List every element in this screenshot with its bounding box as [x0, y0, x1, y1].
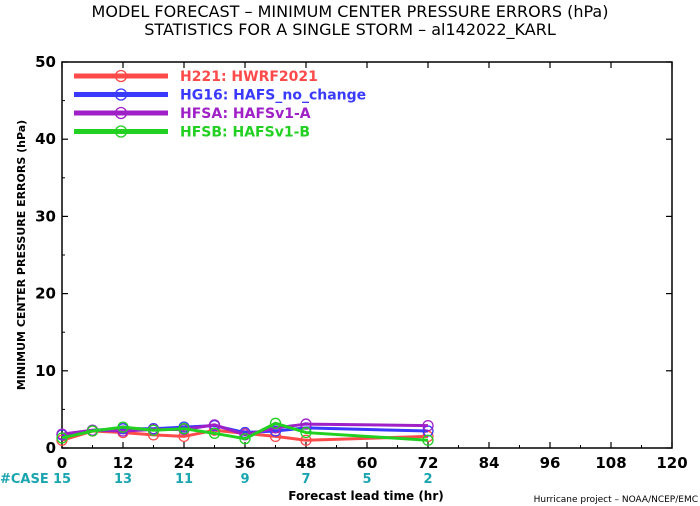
series-line	[61, 421, 429, 442]
y-tick-label: 0	[46, 439, 56, 457]
credit-text: Hurricane project – NOAA/NCEP/EMC	[534, 495, 698, 505]
data-point	[117, 421, 129, 433]
case-count: 7	[301, 472, 310, 487]
data-point	[178, 430, 190, 443]
chart-title-line1: MODEL FORECAST – MINIMUM CENTER PRESSURE…	[92, 2, 609, 21]
data-point	[422, 430, 434, 443]
y-tick-label: 20	[35, 285, 56, 303]
case-count: 15	[53, 472, 71, 487]
legend-label: HFSA: HAFSv1-A	[180, 106, 311, 122]
legend-item: H221: HWRF2021	[74, 69, 318, 85]
legend-label: H221: HWRF2021	[180, 69, 318, 85]
data-point	[422, 419, 434, 432]
legend-marker	[114, 125, 128, 138]
x-axis-label: Forecast lead time (hr)	[288, 489, 444, 503]
case-count: 11	[175, 472, 193, 487]
data-point	[300, 434, 312, 446]
legend-marker	[114, 88, 128, 101]
y-tick-label: 10	[35, 362, 56, 380]
legend-label: HG16: HAFS_no_change	[180, 88, 366, 104]
x-tick-label: 72	[418, 454, 439, 472]
legend-item: HFSA: HAFSv1-A	[74, 106, 311, 122]
plot-frame	[61, 61, 673, 449]
x-tick-label: 36	[235, 454, 256, 472]
x-tick-label: 24	[174, 454, 195, 472]
x-tick-label: 60	[357, 454, 378, 472]
x-tick-label: 96	[540, 454, 561, 472]
case-count: 9	[240, 472, 249, 487]
data-point	[300, 426, 312, 439]
x-tick-label: 48	[296, 454, 317, 472]
case-label: #CASE	[0, 472, 49, 487]
y-tick-label: 40	[35, 130, 56, 148]
y-axis-label: MINIMUM CENTER PRESSURE ERRORS (hPa)	[15, 120, 28, 390]
data-point	[422, 434, 434, 446]
y-tick-label: 30	[35, 207, 56, 225]
data-point	[239, 433, 251, 445]
y-axis: 0 10 20 30 40 50	[35, 53, 672, 457]
case-counts: 15 13 11 9 7 5 2	[53, 472, 433, 487]
data-point	[147, 424, 160, 436]
case-count: 5	[362, 472, 371, 487]
legend-label: HFSB: HAFSv1-B	[180, 125, 310, 141]
series-layer	[56, 417, 434, 446]
x-tick-label: 108	[595, 454, 626, 472]
case-count: 13	[114, 472, 132, 487]
chart-title-line2: STATISTICS FOR A SINGLE STORM – al142022…	[144, 20, 556, 40]
data-point	[178, 423, 190, 435]
legend-item: HG16: HAFS_no_change	[74, 88, 366, 104]
series-4	[56, 417, 434, 446]
data-point	[208, 419, 221, 431]
x-tick-label: 0	[57, 454, 67, 472]
series-line	[61, 422, 429, 437]
x-tick-label: 84	[479, 454, 500, 472]
y-tick-label: 50	[35, 53, 56, 71]
data-point	[56, 428, 68, 440]
x-tick-label: 12	[113, 454, 134, 472]
data-point	[56, 432, 68, 444]
data-point	[300, 418, 312, 430]
data-point	[269, 417, 282, 429]
legend: H221: HWRF2021 HG16: HAFS_no_change HFSA: …	[74, 69, 366, 141]
data-point	[422, 425, 434, 437]
legend-marker	[114, 106, 128, 120]
data-point	[269, 425, 282, 437]
data-point	[86, 425, 99, 437]
case-count: 2	[423, 472, 432, 487]
legend-marker	[114, 69, 128, 83]
x-tick-label: 120	[656, 454, 687, 472]
x-axis: 0 12 24 36 48 60 72 84 96 108 120	[57, 62, 688, 472]
legend-item: HFSB: HAFSv1-B	[74, 125, 310, 141]
data-point	[208, 427, 221, 439]
